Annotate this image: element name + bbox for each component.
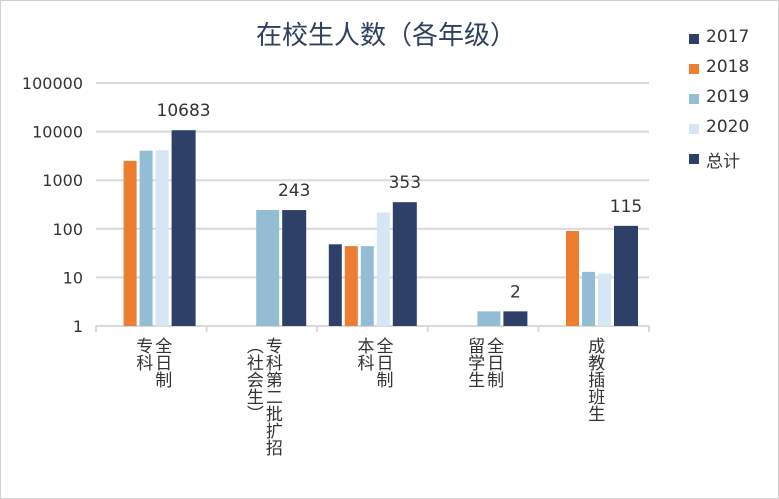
legend-label: 2018 [706,57,750,77]
bar-total [171,130,196,326]
legend-label: 总计 [706,152,740,172]
bar-total [282,210,307,326]
legend-swatch [689,34,699,44]
data-label: 115 [610,197,642,217]
bar-2019 [360,246,374,326]
data-label: 2 [510,282,521,302]
bar-2019 [477,311,501,326]
bar-total [614,225,638,326]
bar-2020 [598,273,611,326]
y-tick-label: 10000 [32,123,83,142]
legend-swatch [689,154,699,164]
legend-label: 2017 [706,27,750,47]
bar-2018 [123,160,137,326]
category-label: 成教插班生 [584,337,605,422]
y-tick-label: 100 [52,220,83,239]
y-tick-label: 10 [63,268,83,287]
y-tick-label: 1 [73,317,83,336]
legend-swatch [689,94,699,104]
legend-swatch [689,64,699,74]
bar-2017 [328,244,342,326]
bar-2020 [376,212,390,326]
category-label: 全日制 留学生 [464,337,504,388]
data-label: 243 [278,181,310,201]
bar-2019 [139,150,153,326]
y-tick-label: 100000 [22,74,83,93]
chart-title: 在校生人数（各年级） [255,21,516,51]
y-tick-label: 1000 [42,171,83,190]
bar-2018 [344,246,358,326]
bar-total [392,202,417,326]
category-label: 全日制 本科 [353,337,393,388]
bar-total [503,311,528,326]
legend-label: 2020 [706,117,750,137]
bar-2019 [256,210,280,326]
bar-2019 [582,271,595,326]
data-label: 10683 [157,101,211,121]
legend-label: 2019 [706,87,750,107]
bar-2020 [155,150,169,326]
legend-swatch [689,124,699,134]
category-label: 全日制 专科 [132,337,172,388]
category-label: 专科第二批扩招 （社会生） [242,337,282,456]
bar-2018 [566,231,579,326]
data-label: 353 [389,173,421,193]
